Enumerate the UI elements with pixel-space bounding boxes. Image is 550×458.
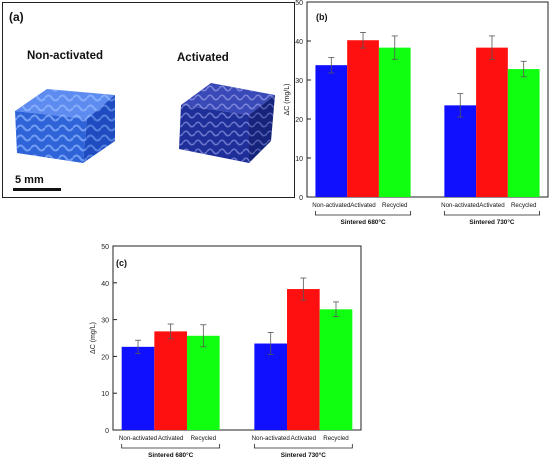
bar-non-activated	[444, 105, 477, 197]
group-bracket	[315, 211, 412, 216]
x-tick-label: Activated	[350, 202, 376, 209]
y-tick-label: 50	[295, 0, 303, 7]
x-tick-label: Recycled	[191, 435, 217, 442]
y-tick-label: 40	[101, 281, 109, 288]
y-axis-label: ΔC (mg/L)	[90, 322, 97, 354]
caption-activated: Activated	[177, 52, 229, 64]
panel-label-b: (b)	[316, 12, 328, 22]
panel-label-c: (c)	[116, 258, 127, 268]
caption-non-activated: Non-activated	[27, 50, 103, 62]
y-tick-label: 0	[105, 428, 109, 435]
x-tick-label: Recycled	[323, 435, 349, 442]
sample-non-activated	[15, 89, 115, 163]
x-tick-label: Recycled	[511, 202, 537, 209]
scale-bar	[13, 188, 61, 191]
sample-activated	[179, 83, 275, 163]
bar-activated	[476, 47, 508, 197]
x-tick-label: Non-activated	[119, 435, 158, 442]
x-tick-label: Non-activated	[252, 435, 291, 442]
photo-panel: (a) Non-activated Activated 5 mm	[2, 2, 295, 198]
bar-activated	[154, 331, 187, 430]
scale-bar-label: 5 mm	[15, 174, 44, 186]
bar-non-activated	[121, 346, 155, 430]
x-tick-label: Non-activated	[441, 202, 480, 209]
panel-label-a: (a)	[9, 10, 24, 24]
bar-activated	[347, 40, 379, 197]
group-bracket	[121, 444, 221, 449]
group-label: Sintered 730°C	[281, 451, 327, 458]
bar-recycled	[507, 69, 540, 197]
group-label: Sintered 680°C	[340, 218, 386, 226]
y-tick-label: 30	[101, 318, 109, 325]
y-tick-label: 20	[295, 117, 303, 124]
y-tick-label: 40	[295, 39, 303, 46]
x-tick-label: Activated	[479, 202, 505, 209]
bar-recycled	[378, 47, 411, 197]
plot-frame-c	[112, 245, 362, 431]
x-tick-label: Recycled	[382, 202, 408, 209]
group-bracket	[443, 211, 540, 216]
bar-non-activated	[254, 343, 288, 430]
y-tick-label: 50	[101, 244, 109, 251]
bar-recycled	[319, 309, 353, 430]
y-tick-label: 10	[295, 156, 303, 163]
bar-non-activated	[315, 65, 348, 198]
x-tick-label: Non-activated	[312, 202, 351, 209]
x-tick-label: Activated	[291, 435, 317, 442]
y-tick-label: 20	[101, 354, 109, 361]
y-tick-label: 0	[299, 195, 303, 202]
group-label: Sintered 730°C	[469, 218, 515, 226]
group-bracket	[253, 444, 353, 449]
photo-illustration: (a) Non-activated Activated 5 mm	[9, 10, 275, 191]
group-label: Sintered 680°C	[148, 451, 194, 458]
x-tick-label: Activated	[158, 435, 184, 442]
y-tick-label: 10	[101, 391, 109, 398]
bar-activated	[287, 289, 320, 430]
bar-recycled	[186, 335, 220, 430]
y-tick-label: 30	[295, 78, 303, 85]
y-axis-label: ΔC (mg/L)	[284, 84, 291, 116]
plot-frame-b	[306, 1, 549, 198]
